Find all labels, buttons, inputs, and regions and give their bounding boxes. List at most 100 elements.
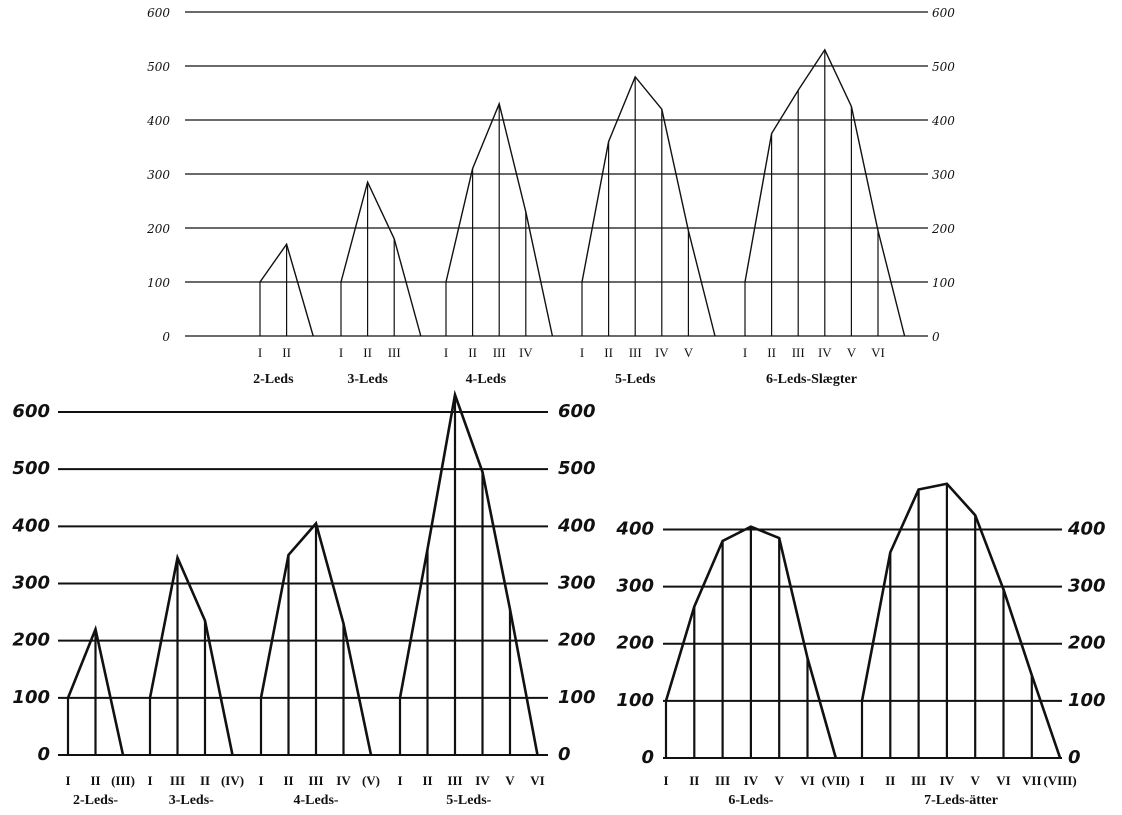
x-tick-label: V [684, 345, 694, 360]
series-group: I II (III)2-Leds- [65, 624, 135, 808]
y-tick-label-right: 200 [1068, 633, 1106, 654]
group-label: 4-Leds [466, 372, 507, 387]
y-tick-label-right: 500 [932, 60, 955, 74]
gridlines [58, 410, 548, 756]
x-tick-label: II [885, 773, 895, 788]
x-tick-label: III [493, 345, 506, 360]
x-tick-label: (III) [111, 773, 135, 788]
x-tick-label: II [200, 773, 210, 788]
x-tick-label: II [90, 773, 100, 788]
x-tick-label: IV [655, 345, 669, 360]
y-tick-label-right: 100 [1068, 690, 1106, 711]
series-group: I II III IV V5-Leds [580, 75, 716, 387]
y-tick-label-left: 400 [615, 518, 654, 539]
series-line [148, 553, 234, 756]
series-group: I II III IV V VI6-Leds-Slægter [743, 48, 906, 387]
x-tick-label: V [847, 345, 857, 360]
y-tick-label-left: 0 [37, 744, 50, 765]
y-tick-label-left: 400 [146, 114, 170, 128]
y-tick-label-left: 500 [12, 458, 50, 479]
x-tick-label: III [447, 773, 462, 788]
y-tick-label-right: 0 [1068, 747, 1081, 768]
x-tick-label: IV [818, 345, 832, 360]
series-group: I II III IV V VI5-Leds- [397, 389, 545, 808]
y-tick-label-right: 600 [932, 6, 955, 20]
x-tick-label: I [663, 773, 668, 788]
x-tick-label: (VII) [822, 773, 850, 788]
x-tick-label: II [422, 773, 432, 788]
x-tick-label: II [689, 773, 699, 788]
series-line [445, 101, 554, 337]
series-group: I II III IV (V)4-Leds- [258, 520, 380, 808]
x-tick-label: I [743, 345, 747, 360]
y-tick-label-left: 0 [162, 330, 170, 344]
x-tick-label: (IV) [221, 773, 244, 788]
y-tick-label-left: 0 [641, 747, 654, 768]
y-tick-label-right: 300 [1068, 576, 1106, 597]
group-label: 5-Leds [615, 372, 656, 387]
y-tick-labels: 0 0 100 100 200 200 300 300 400 400 500 500 600 600 [146, 6, 955, 344]
x-tick-label: II [468, 345, 477, 360]
y-tick-label-left: 200 [12, 630, 50, 651]
series-line [259, 520, 373, 756]
x-tick-label: IV [519, 345, 533, 360]
y-tick-label-right: 300 [558, 572, 596, 593]
group-label: 7-Leds-ätter [924, 793, 998, 808]
x-tick-label: I [859, 773, 864, 788]
y-tick-label-left: 100 [616, 690, 654, 711]
x-tick-label: I [258, 345, 262, 360]
x-tick-label: II [282, 345, 291, 360]
series-group: I II III IV V VI (VII)6-Leds- [663, 525, 850, 808]
x-tick-label: I [65, 773, 70, 788]
group-label: 5-Leds- [446, 793, 491, 808]
series-line [340, 180, 422, 337]
y-tick-label-left: 600 [147, 6, 170, 20]
x-tick-label: III [170, 773, 185, 788]
series-group: I II III IV V VI VII (VIII)7-Leds-ätter [859, 482, 1077, 808]
y-tick-label-right: 100 [558, 687, 596, 708]
y-tick-label-right: 400 [557, 515, 596, 536]
x-tick-label: V [971, 773, 981, 788]
x-tick-label: I [147, 773, 152, 788]
x-tick-label: III [715, 773, 730, 788]
x-tick-label: III [388, 345, 401, 360]
group-label: 2-Leds- [73, 793, 118, 808]
series-line [664, 525, 838, 759]
x-tick-label: (V) [362, 773, 380, 788]
group-label: 3-Leds [347, 372, 388, 387]
x-tick-label: I [444, 345, 448, 360]
gridlines [663, 528, 1062, 759]
x-tick-label: IV [336, 773, 351, 788]
x-tick-label: VII [1022, 773, 1042, 788]
series-line [860, 482, 1062, 759]
x-tick-label: IV [744, 773, 759, 788]
y-tick-label-right: 200 [558, 630, 596, 651]
x-tick-label: I [397, 773, 402, 788]
x-tick-label: IV [940, 773, 955, 788]
x-tick-label: II [283, 773, 293, 788]
series-group: I II2-Leds [253, 242, 314, 387]
y-tick-label-right: 400 [931, 114, 955, 128]
x-tick-label: V [505, 773, 515, 788]
y-tick-label-left: 300 [147, 168, 170, 182]
gridlines [185, 11, 928, 337]
y-tick-label-left: 300 [616, 576, 654, 597]
y-tick-label-right: 500 [558, 458, 596, 479]
y-tick-label-left: 200 [616, 633, 654, 654]
series-group: I III II (IV)3-Leds- [147, 553, 244, 808]
y-tick-label-right: 100 [932, 276, 955, 290]
group-label: 4-Leds- [293, 793, 338, 808]
y-tick-label-right: 400 [1067, 518, 1106, 539]
x-tick-label: VI [530, 773, 544, 788]
x-tick-label: (VIII) [1043, 773, 1076, 788]
y-tick-label-right: 300 [932, 168, 955, 182]
group-label: 2-Leds [253, 372, 294, 387]
y-tick-label-left: 100 [147, 276, 170, 290]
series-line [744, 48, 906, 337]
y-tick-label-right: 200 [931, 222, 955, 236]
group-label: 3-Leds- [169, 793, 214, 808]
y-tick-label-right: 0 [558, 744, 571, 765]
series-line [581, 75, 716, 337]
